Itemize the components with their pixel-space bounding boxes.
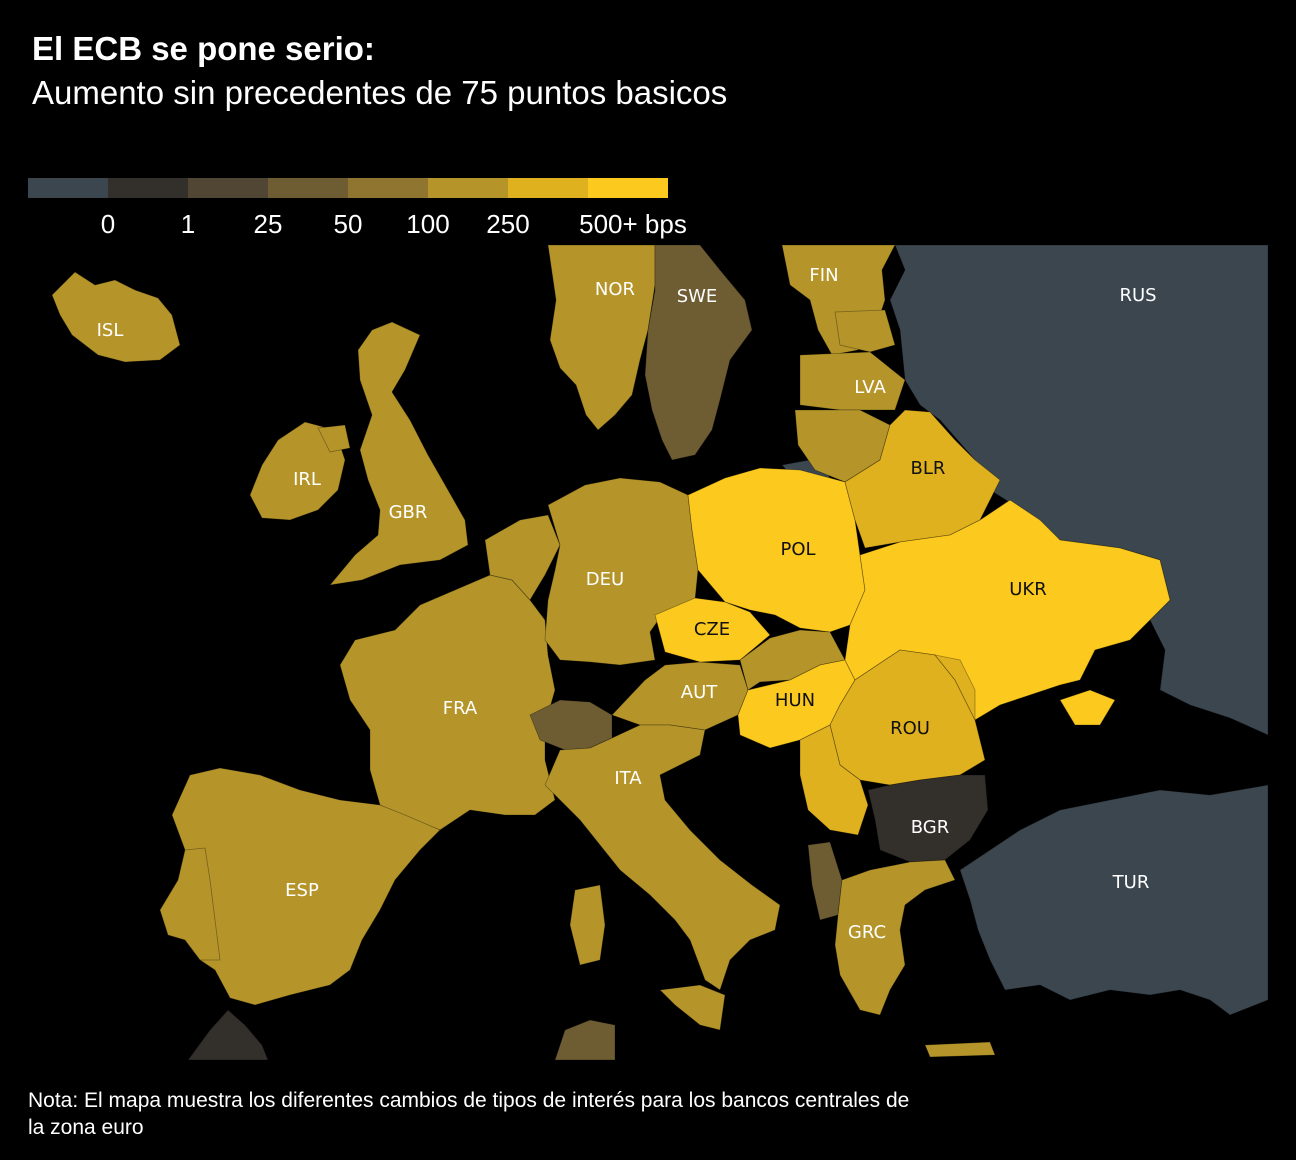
country-label-nor: NOR [595, 279, 635, 300]
legend-label: 100 [406, 209, 450, 239]
country-ukr-crimea [1059, 689, 1116, 726]
legend-color-scale [28, 178, 668, 198]
legend-swatch-1 [108, 178, 188, 198]
legend-label: 25 [253, 209, 283, 239]
country-label-fra: FRA [443, 698, 478, 719]
country-mda [934, 654, 976, 721]
legend-label: 250 [486, 209, 530, 239]
country-deu [544, 477, 699, 666]
country-est [834, 309, 896, 353]
country-ita [544, 724, 781, 991]
country-srb [799, 724, 869, 836]
country-nor [547, 245, 656, 431]
country-label-isl: ISL [97, 320, 124, 341]
country-ita-sicily [659, 984, 726, 1031]
country-label-gbr: GBR [389, 502, 428, 523]
country-tur [959, 784, 1269, 1016]
country-grc-crete [924, 1041, 996, 1058]
legend-swatch-6 [508, 178, 588, 198]
country-blr [844, 409, 1001, 549]
country-label-deu: DEU [586, 569, 624, 590]
country-label-pol: POL [780, 539, 815, 560]
country-label-ukr: UKR [1009, 579, 1047, 600]
country-label-swe: SWE [677, 286, 718, 307]
chart-subtitle: Aumento sin precedentes de 75 puntos bas… [32, 74, 728, 111]
country-lva [799, 351, 906, 411]
country-label-aut: AUT [681, 682, 718, 703]
country-labels: ISL NOR SWE FIN RUS LVA IRL GBR BLR POL DEU UKR CZE A… [97, 265, 1157, 943]
country-label-hun: HUN [775, 690, 815, 711]
country-label-fin: FIN [809, 265, 838, 286]
country-label-bgr: BGR [911, 817, 950, 838]
country-label-esp: ESP [285, 880, 319, 901]
country-grc [834, 859, 956, 1016]
country-label-rou: ROU [890, 718, 930, 739]
footnote: Nota: El mapa muestra los diferentes cam… [28, 1089, 910, 1139]
legend-label: 1 [180, 209, 196, 239]
country-ita-sardinia [569, 884, 606, 966]
legend-swatch-7 [588, 178, 668, 198]
country-prt [159, 847, 221, 961]
country-label-blr: BLR [911, 458, 946, 479]
country-label-grc: GRC [848, 922, 886, 943]
country-label-rus: RUS [1119, 285, 1156, 306]
legend-swatch-4 [348, 178, 428, 198]
country-label-ita: ITA [614, 768, 642, 789]
country-gbr [329, 321, 469, 586]
country-isl [51, 271, 181, 363]
africa-morocco [187, 1009, 269, 1061]
country-gbr-ni [317, 424, 351, 453]
country-fra [339, 574, 556, 831]
legend-swatch-0 [28, 178, 108, 198]
legend-swatch-3 [268, 178, 348, 198]
country-label-lva: LVA [854, 377, 886, 398]
country-cze [654, 597, 771, 663]
country-label-tur: TUR [1112, 872, 1150, 893]
africa-tunisia [554, 1019, 616, 1061]
legend-label: 500+ bps [579, 209, 687, 239]
legend-label: 50 [333, 209, 363, 239]
legend-label: 0 [100, 209, 116, 239]
country-swe [644, 245, 753, 461]
legend-swatch-5 [428, 178, 508, 198]
country-label-cze: CZE [694, 619, 730, 640]
country-bgr [867, 774, 989, 863]
chart-title: El ECB se pone serio: [32, 30, 375, 67]
europe-map: ISL NOR SWE FIN RUS LVA IRL GBR BLR POL DEU UKR CZE A… [0, 245, 1296, 1065]
country-rou [829, 649, 986, 786]
country-bel-nld [484, 514, 561, 601]
legend-labels: 0 1 25 50 100 250 500+ bps [28, 209, 748, 241]
legend-swatch-2 [188, 178, 268, 198]
country-esp [159, 767, 441, 1006]
country-label-irl: IRL [293, 469, 321, 490]
